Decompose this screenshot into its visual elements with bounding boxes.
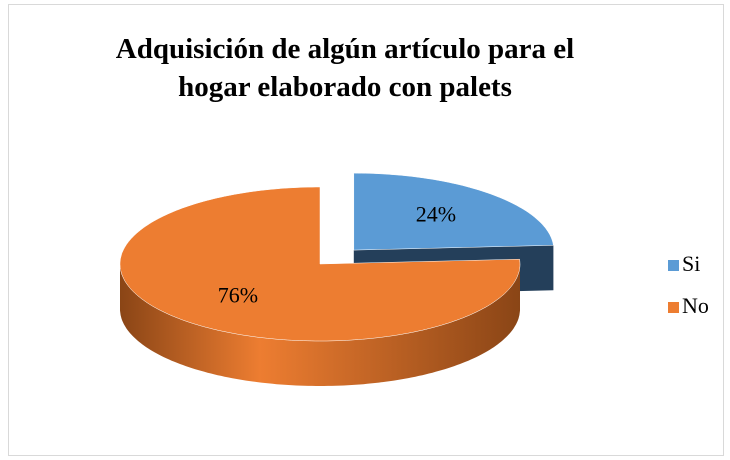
legend-label: Si	[682, 251, 700, 276]
slice	[119, 186, 521, 342]
chart-title: Adquisición de algún artículo para el ho…	[115, 33, 575, 103]
data-label: 76%	[218, 283, 258, 308]
slice-wall	[120, 264, 520, 386]
legend-label: No	[682, 293, 709, 318]
legend-swatch	[668, 260, 679, 271]
slice	[353, 172, 554, 251]
legend-swatch	[668, 302, 679, 313]
data-label: 24%	[416, 202, 456, 227]
chart-frame	[8, 4, 724, 456]
